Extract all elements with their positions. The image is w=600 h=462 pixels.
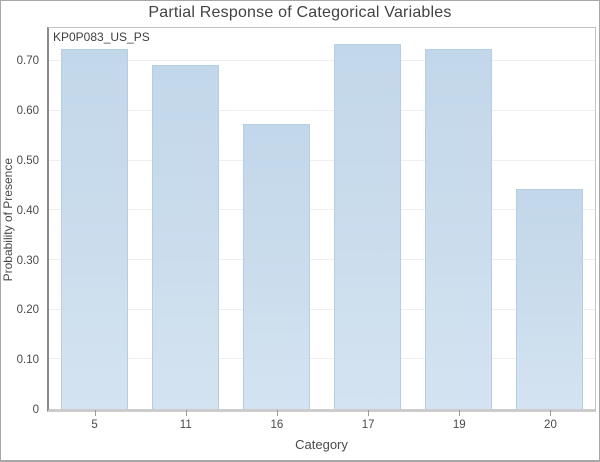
y-tick-labels: 0 0.10 0.20 0.30 0.40 0.50 0.60 0.70 xyxy=(1,28,42,416)
gridline-0.70 xyxy=(49,60,595,62)
x-tick-11 xyxy=(185,410,187,416)
bars-container xyxy=(49,28,595,409)
gridline-0.20 xyxy=(49,308,595,310)
gridline-0.60 xyxy=(49,109,595,111)
bar-slot-17 xyxy=(322,28,413,409)
x-tick-label-5: 5 xyxy=(91,419,98,431)
y-tick-label-0.70: 0.70 xyxy=(16,55,39,68)
x-tick-label-20: 20 xyxy=(544,419,557,431)
x-tick-label-16: 16 xyxy=(270,419,284,431)
bar-category-17[interactable] xyxy=(334,44,401,409)
y-tick-label-0.20: 0.20 xyxy=(16,304,39,317)
x-tick-labels: 5 11 16 17 19 20 xyxy=(49,419,596,434)
x-axis-title: Category xyxy=(295,437,348,452)
gridline-0.50 xyxy=(49,159,595,161)
bar-slot-5 xyxy=(49,28,140,409)
y-tick-label-0.50: 0.50 xyxy=(16,154,39,167)
bar-category-19[interactable] xyxy=(425,49,492,409)
chart-title: Partial Response of Categorical Variable… xyxy=(148,4,452,21)
bar-category-16[interactable] xyxy=(243,124,310,409)
x-tick-17 xyxy=(368,410,370,416)
bar-slot-19 xyxy=(413,28,504,409)
bar-slot-11 xyxy=(140,28,231,409)
x-tick-19 xyxy=(459,410,461,416)
x-tick-label-19: 19 xyxy=(452,419,466,431)
y-tick-label-0.30: 0.30 xyxy=(16,254,39,267)
x-tick-5 xyxy=(94,410,96,416)
gridline-0.10 xyxy=(49,358,595,360)
plot-inner xyxy=(49,28,595,409)
x-tick-16 xyxy=(276,410,278,416)
x-tick-marks xyxy=(49,410,596,416)
gridline-0.30 xyxy=(49,258,595,260)
y-tick-label-0.60: 0.60 xyxy=(16,105,39,118)
y-tick-label-0.10: 0.10 xyxy=(16,354,39,367)
bar-category-11[interactable] xyxy=(152,65,219,409)
x-tick-label-17: 17 xyxy=(361,419,375,431)
bar-slot-20 xyxy=(504,28,595,409)
plot-area: KP0P083_US_PS xyxy=(47,27,596,412)
y-tick-label-0: 0 xyxy=(32,404,39,416)
bar-slot-16 xyxy=(231,28,322,409)
bar-category-20[interactable] xyxy=(516,189,583,409)
x-tick-20 xyxy=(550,410,552,416)
series-label: KP0P083_US_PS xyxy=(53,30,150,44)
bar-category-5[interactable] xyxy=(61,49,128,409)
gridline-0.40 xyxy=(49,209,595,211)
y-tick-label-0.40: 0.40 xyxy=(16,204,39,217)
x-tick-label-11: 11 xyxy=(179,419,192,431)
